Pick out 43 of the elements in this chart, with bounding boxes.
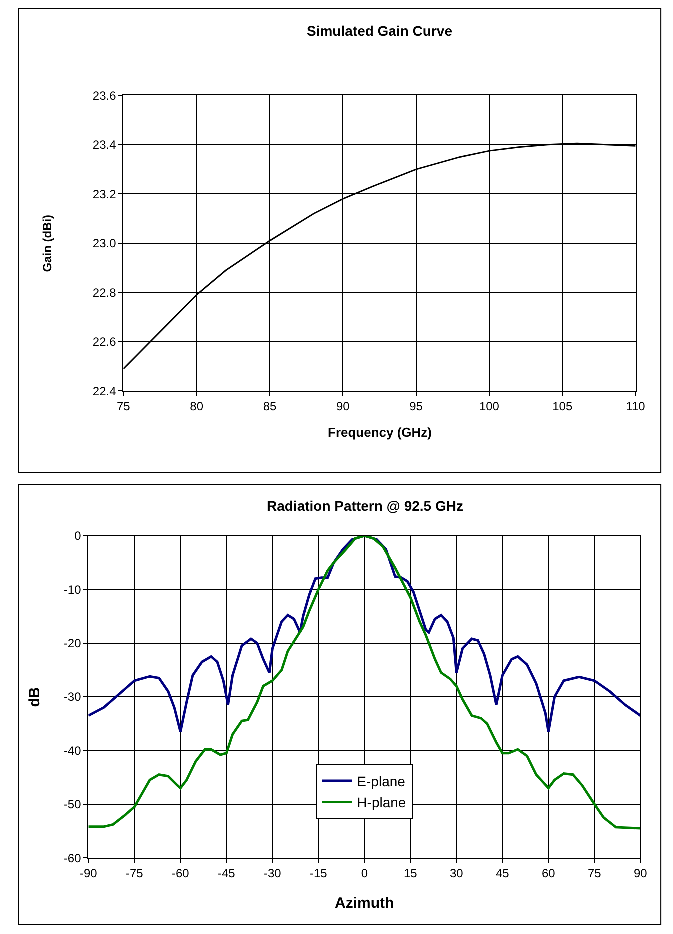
x-tick-label: -30	[264, 866, 282, 880]
y-tick-label: 22.4	[92, 384, 117, 398]
x-tick-label: 95	[410, 400, 424, 414]
x-tick-label: -75	[126, 866, 144, 880]
y-tick-label: -10	[64, 582, 82, 597]
chart-title: Simulated Gain Curve	[307, 23, 453, 39]
y-tick-label: -20	[64, 636, 82, 651]
x-tick-label: -15	[310, 866, 328, 880]
x-tick-label: 100	[479, 400, 500, 414]
x-tick-label: 110	[626, 400, 646, 414]
x-tick-label: -90	[80, 866, 98, 880]
y-tick-label: -40	[64, 744, 82, 758]
x-tick-label: 75	[116, 400, 131, 414]
x-tick-label: -60	[172, 866, 190, 880]
y-tick-label: 23.4	[92, 138, 117, 152]
x-tick-label: 80	[190, 400, 204, 414]
x-tick-label: 75	[588, 866, 602, 880]
x-tick-label: 60	[542, 866, 556, 880]
y-tick-label: 0	[74, 529, 82, 544]
y-tick-label: 22.6	[92, 335, 117, 350]
x-tick-label: 85	[263, 400, 277, 414]
y-axis-title: Gain (dBi)	[40, 214, 54, 272]
x-tick-label: 0	[361, 866, 368, 880]
y-tick-label: 22.8	[92, 286, 117, 300]
y-tick-label: -60	[64, 851, 82, 866]
x-tick-label: 45	[496, 866, 510, 880]
y-tick-label: -50	[64, 798, 82, 812]
x-tick-label: 105	[552, 400, 573, 414]
legend-label: H-plane	[357, 794, 406, 811]
x-tick-label: 15	[404, 866, 418, 880]
x-tick-label: 30	[450, 866, 464, 880]
x-axis-title: Azimuth	[335, 895, 394, 912]
y-tick-label: 23.0	[92, 236, 117, 251]
y-axis-title: dB	[26, 687, 44, 708]
chart-title: Radiation Pattern @ 92.5 GHz	[267, 498, 464, 514]
x-axis-title: Frequency (GHz)	[328, 425, 432, 440]
x-tick-label: -45	[218, 866, 236, 880]
y-tick-label: -30	[64, 690, 82, 704]
y-tick-label: 23.2	[92, 187, 117, 202]
y-tick-label: 23.6	[92, 88, 117, 103]
legend-label: E-plane	[357, 773, 406, 790]
x-tick-label: 90	[336, 400, 350, 414]
x-tick-label: 90	[634, 866, 648, 880]
